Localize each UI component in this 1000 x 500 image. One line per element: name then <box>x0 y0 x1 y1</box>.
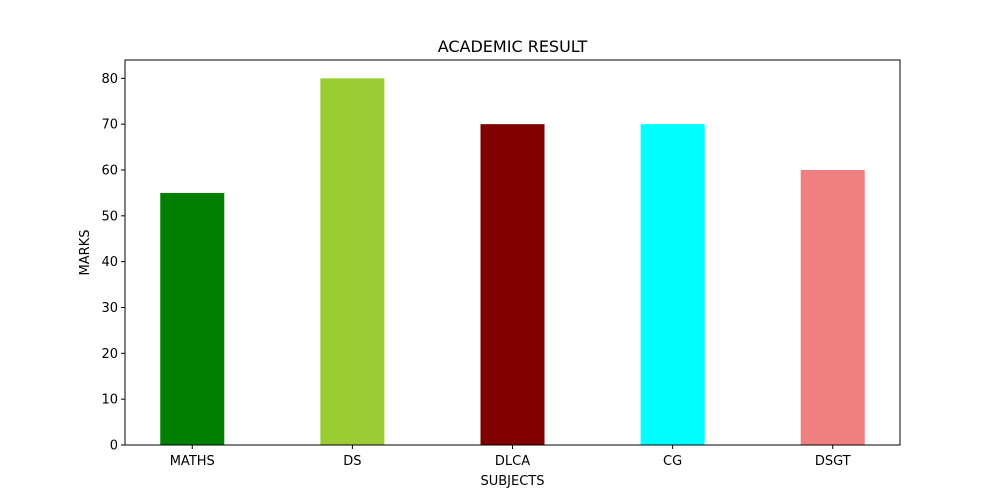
chart-title: ACADEMIC RESULT <box>438 37 588 56</box>
y-tick-label-80: 80 <box>101 72 118 87</box>
bar-dlca <box>480 124 545 446</box>
y-tick-label-20: 20 <box>101 347 118 362</box>
y-tick-label-60: 60 <box>101 164 118 179</box>
x-axis-label: SUBJECTS <box>480 474 544 489</box>
bar-maths <box>160 192 225 445</box>
x-axis-ticks: MATHS DS DLCA CG DSGT <box>170 445 851 469</box>
x-tick-label-cg: CG <box>663 454 682 469</box>
x-tick-label-maths: MATHS <box>170 454 215 469</box>
y-tick-label-40: 40 <box>101 255 118 270</box>
x-tick-label-dlca: DLCA <box>495 454 530 469</box>
y-tick-label-30: 30 <box>101 301 118 316</box>
y-axis-label: MARKS <box>78 230 93 276</box>
y-tick-label-0: 0 <box>110 439 118 454</box>
y-tick-label-10: 10 <box>101 393 118 408</box>
bars-group <box>160 78 865 446</box>
y-tick-label-70: 70 <box>101 118 118 133</box>
x-tick-label-ds: DS <box>343 454 361 469</box>
bar-cg <box>640 124 705 446</box>
plot-frame <box>124 59 901 446</box>
x-tick-label-dsgt: DSGT <box>815 454 851 469</box>
bar-ds <box>320 78 385 445</box>
y-axis-ticks: 0 10 20 30 40 50 60 70 80 <box>101 72 125 454</box>
bar-dsgt <box>800 170 865 445</box>
y-tick-label-50: 50 <box>101 209 118 224</box>
